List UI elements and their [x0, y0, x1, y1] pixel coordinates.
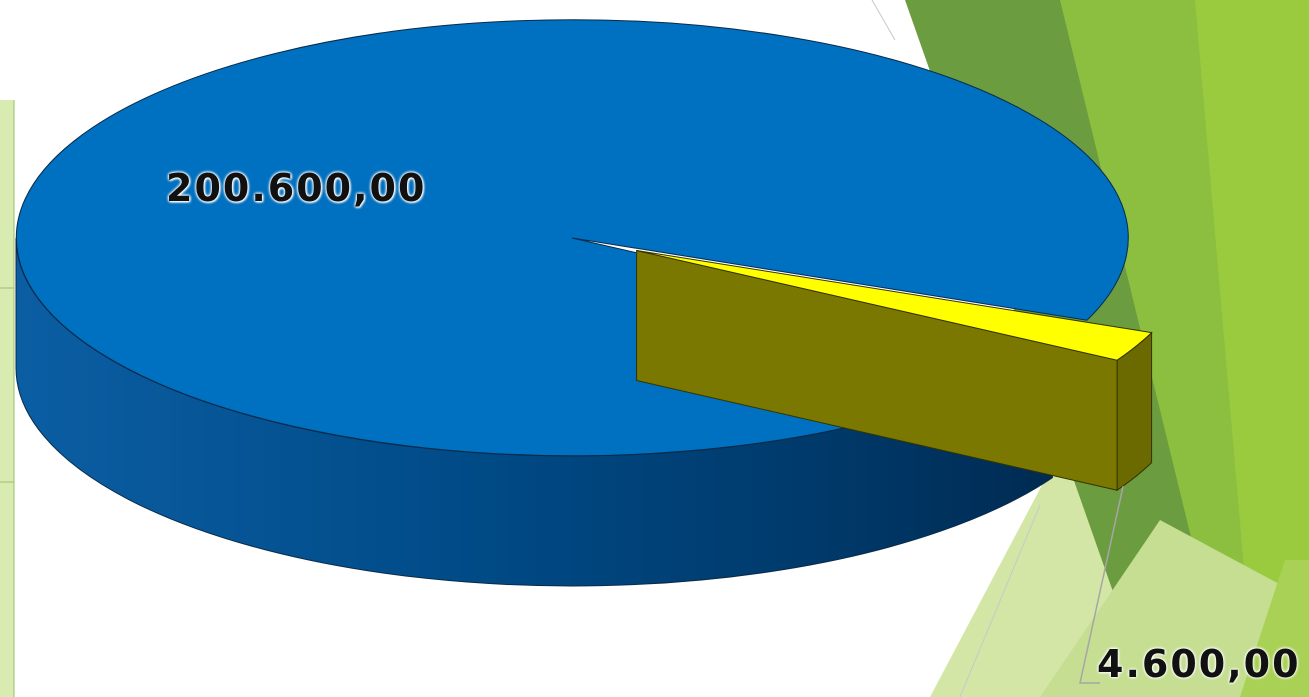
data-label: 200.600,00: [166, 166, 427, 210]
data-label: 4.600,00: [1097, 642, 1301, 686]
green-shape-pale: [1040, 520, 1309, 697]
left-table-fragment: [0, 100, 14, 697]
data-label-leader-line: [1079, 486, 1124, 684]
green-shape-bright: [1195, 0, 1309, 697]
guide-line: [959, 504, 1041, 697]
guide-line: [871, 0, 896, 41]
pie-slice-yellow: [636, 250, 1153, 361]
green-shape-accent: [1240, 560, 1309, 697]
pie-chart: [15, 19, 1153, 684]
